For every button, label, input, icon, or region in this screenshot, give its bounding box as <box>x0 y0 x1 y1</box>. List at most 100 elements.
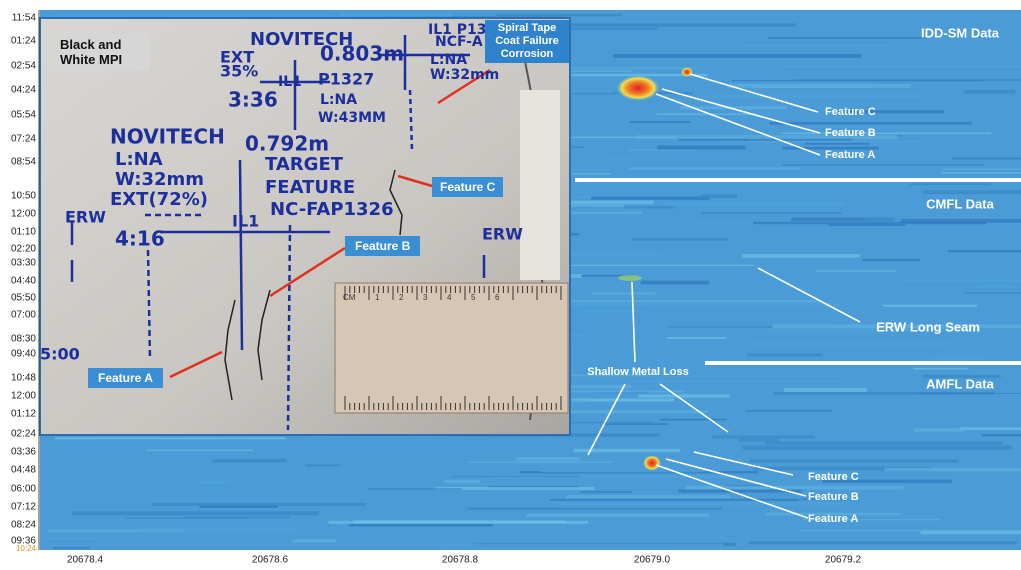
feature-label: Feature B <box>808 491 859 503</box>
x-tick-label: 20678.8 <box>442 555 479 566</box>
feature-box: Feature C <box>432 177 503 197</box>
feature-label: Feature C <box>825 106 876 118</box>
streak <box>742 254 860 258</box>
streak <box>913 368 968 370</box>
y-tick-label: 03:30 <box>11 258 36 269</box>
y-tick-label: 09:40 <box>11 349 36 360</box>
streak <box>591 196 709 200</box>
handwriting-text: L:NA <box>320 92 357 108</box>
streak <box>712 95 923 98</box>
annotation: Shallow Metal Loss <box>587 366 688 378</box>
streak <box>45 537 100 540</box>
handwriting-text: IL1 <box>232 212 259 231</box>
y-tick-label: 01:10 <box>11 227 36 238</box>
streak <box>901 279 1021 281</box>
streak <box>948 250 1021 252</box>
streak <box>367 488 461 490</box>
streak <box>742 446 1011 450</box>
feature-box: Feature A <box>88 368 163 388</box>
handwriting-text: L:NA <box>115 149 163 170</box>
photo-title: Black and White MPI <box>56 34 150 70</box>
streak <box>862 259 920 261</box>
handwriting-text: 0.792m <box>245 132 329 156</box>
y-tick-label: 04:40 <box>11 276 36 287</box>
streak <box>53 547 89 549</box>
streak <box>641 281 709 285</box>
streak <box>613 54 861 58</box>
y-tick-label: 04:24 <box>11 85 36 96</box>
streak <box>656 114 753 115</box>
hot-spot <box>618 275 642 281</box>
streak <box>550 23 796 27</box>
streak <box>660 419 725 421</box>
streak <box>591 292 655 294</box>
feature-label: Feature A <box>808 513 858 525</box>
page: 11:5401:2402:5404:2405:5407:2408:5410:50… <box>0 0 1021 570</box>
y-tick-label: 10:50 <box>11 191 36 202</box>
streak <box>72 511 319 515</box>
y-tick-label: 08:54 <box>11 157 36 168</box>
streak <box>781 133 991 135</box>
streak <box>444 480 480 483</box>
handwriting-text: 5:00 <box>40 345 80 364</box>
y-tick-label: 08:24 <box>11 520 36 531</box>
streak <box>451 476 582 477</box>
streak <box>446 543 724 546</box>
hot-spot <box>616 75 660 101</box>
streak <box>732 80 983 81</box>
handwriting-text: P1327 <box>318 70 374 89</box>
ruler-label: 5 <box>471 293 476 302</box>
streak <box>943 169 1021 170</box>
streak <box>805 143 869 145</box>
streak <box>913 428 965 431</box>
panel-title: AMFL Data <box>926 376 994 391</box>
streak <box>665 202 845 205</box>
feature-box: Feature B <box>345 236 420 256</box>
streak <box>183 516 290 518</box>
y-tick-label: 08:30 <box>11 334 36 345</box>
streak <box>784 388 867 392</box>
callout: Spiral Tape Coat Failure Corrosion <box>485 20 569 63</box>
y-tick-label: 02:24 <box>11 429 36 440</box>
streak <box>558 502 845 505</box>
streak <box>747 353 822 356</box>
streak <box>746 410 833 411</box>
streak <box>526 514 709 517</box>
streak <box>657 145 745 149</box>
streak <box>920 393 1021 394</box>
streak <box>910 183 990 185</box>
handwriting-text: L:NA <box>430 52 467 68</box>
handwriting-text: TARGET <box>265 154 344 175</box>
handwriting-text: NC-FAP1326 <box>270 199 394 220</box>
streak <box>566 495 730 498</box>
streak <box>744 44 893 47</box>
ruler-label: CM <box>343 293 356 302</box>
streak <box>964 292 1021 293</box>
streak <box>979 285 1013 287</box>
streak <box>151 503 366 506</box>
y-tick-label: 04:48 <box>11 465 36 476</box>
streak <box>883 305 977 307</box>
feature-label: Feature C <box>808 471 859 483</box>
handwriting-text: EXT(72%) <box>110 189 208 210</box>
y-tick-label: 10:24 <box>16 544 37 553</box>
hot-spot <box>643 455 661 471</box>
handwriting-text: ERW <box>65 208 106 227</box>
streak <box>829 224 905 226</box>
streak <box>601 157 632 159</box>
streak <box>765 442 1002 445</box>
streak <box>579 310 641 312</box>
streak <box>768 37 926 39</box>
y-tick-label: 02:20 <box>11 244 36 255</box>
streak <box>941 172 1021 173</box>
x-axis-bg <box>0 550 1021 570</box>
streak <box>923 190 1021 194</box>
streak <box>921 531 1021 534</box>
x-tick-label: 20679.2 <box>825 555 862 566</box>
streak <box>212 459 286 462</box>
streak <box>468 461 612 463</box>
streak <box>751 343 951 346</box>
panel-title: CMFL Data <box>926 196 994 211</box>
streak <box>199 481 230 485</box>
ruler-label: 6 <box>495 293 500 302</box>
